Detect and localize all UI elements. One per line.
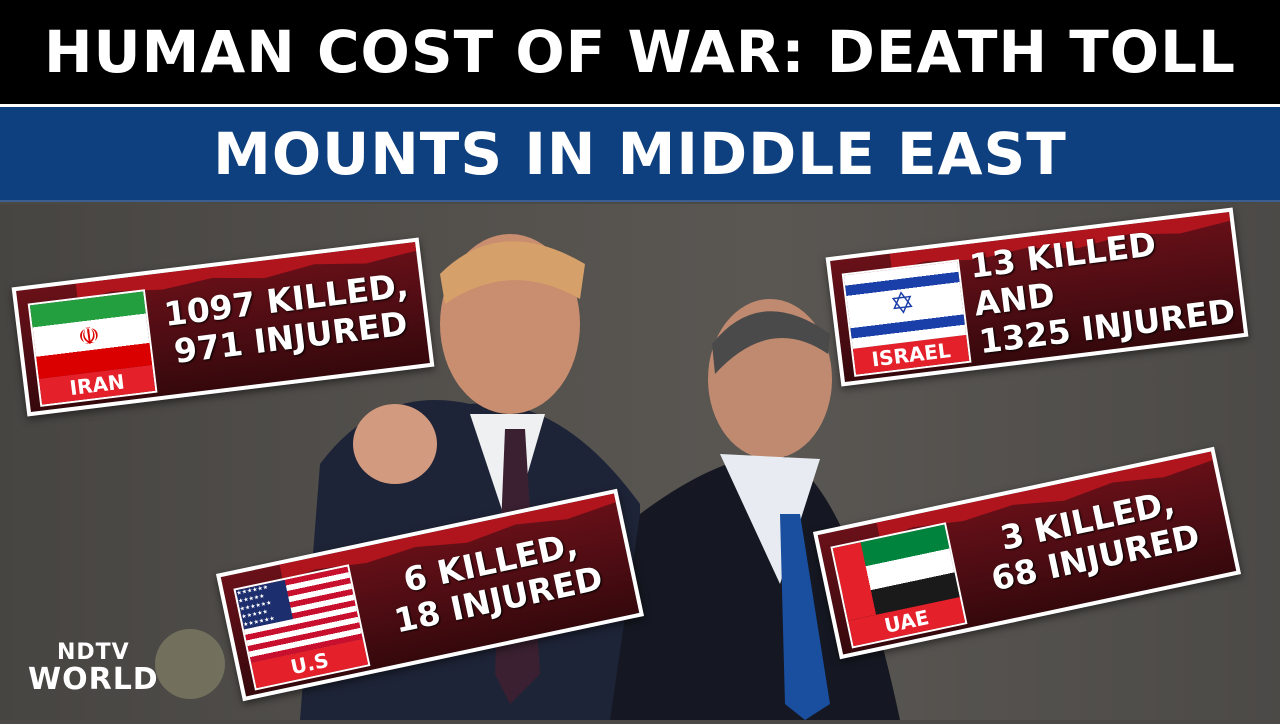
uae-flag: UAE bbox=[830, 522, 968, 649]
logo-top-text: NDTV bbox=[57, 640, 130, 665]
headline-line-2: MOUNTS IN MIDDLE EAST bbox=[213, 119, 1067, 188]
headline-line-1: HUMAN COST OF WAR: DEATH TOLL bbox=[43, 18, 1237, 86]
headline-top-bar: HUMAN COST OF WAR: DEATH TOLL bbox=[0, 0, 1280, 104]
headline-bottom-bar: MOUNTS IN MIDDLE EAST bbox=[0, 104, 1280, 202]
us-flag: ★★★★★★ ★★★★★ ★★★★★★ ★★★★★ ★★★★★★ U.S bbox=[233, 564, 371, 691]
logo-bottom-text: WORLD bbox=[28, 662, 159, 697]
casualty-stat: 13 KILLED AND 1325 INJURED bbox=[967, 223, 1237, 361]
ndtv-world-logo: NDTV WORLD bbox=[28, 640, 159, 695]
iran-emblem-icon: ☫ bbox=[76, 321, 102, 352]
us-canton: ★★★★★★ ★★★★★ ★★★★★★ ★★★★★ ★★★★★★ bbox=[235, 579, 293, 630]
iran-flag: ☫ IRAN bbox=[27, 289, 158, 407]
star-of-david-icon: ✡ bbox=[887, 285, 918, 323]
israel-flag: ✡ ISRAEL bbox=[841, 259, 972, 377]
